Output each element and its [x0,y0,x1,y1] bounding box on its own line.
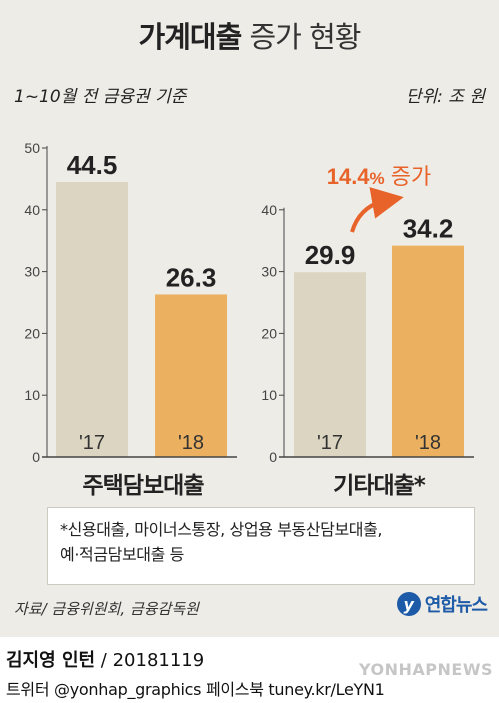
growth-text: 증가 [385,164,432,189]
page-title: 가계대출 증가 현황 [0,14,499,56]
bar-value-label: 29.9 [305,240,356,270]
chart-title: 주택담보대출 [83,473,205,499]
bar [392,245,464,457]
category-label: '17 [317,432,343,454]
social-links: 트위터 @yonhap_graphics 페이스북 tuney.kr/LeYN1 [6,680,385,699]
category-label: '18 [415,432,441,454]
y-tick-label: 40 [261,202,277,218]
bar [155,294,227,457]
y-tick-label: 10 [24,387,40,403]
bar [294,272,366,457]
yonhap-logo-icon: y [396,592,421,616]
y-tick-label: 30 [24,264,40,280]
yonhap-logo-text: 연합뉴스 [424,595,488,616]
y-tick-label: 10 [261,387,277,403]
growth-annotation: 14.4% 증가 [327,164,432,189]
y-tick-label: 20 [24,325,40,341]
y-tick-label: 0 [269,449,277,465]
watermark: YONHAPNEWS [359,660,493,679]
bar-value-label: 34.2 [403,214,454,244]
source-text: 자료/ 금융위원회, 금융감독원 [14,600,199,618]
footnote-box: *신용대출, 마이너스통장, 상업용 부동산담보대출, 예·적금담보대출 등 [47,507,475,585]
category-label: '17 [79,432,105,454]
y-tick-label: 40 [24,202,40,218]
yonhap-logo: y 연합뉴스 [396,591,488,617]
footnote-line-2: 예·적금담보대출 등 [60,545,184,564]
growth-unit: % [370,169,385,188]
bar-value-label: 44.5 [67,150,118,180]
credit-line: 김지영 인턴 / 20181119 [6,646,204,672]
y-tick-label: 0 [32,449,40,465]
unit-note: 단위: 조 원 [405,87,485,107]
y-tick-label: 20 [261,325,277,341]
basis-note: 1~10월 전 금융권 기준 [14,87,187,107]
bar-value-label: 26.3 [166,262,217,292]
category-label: '18 [178,432,204,454]
credit-name: 김지영 인턴 [6,650,96,671]
title-bold: 가계대출 [138,20,243,54]
credit-date: / 20181119 [95,650,205,671]
y-tick-label: 50 [24,140,40,156]
growth-value: 14.4 [327,164,371,189]
footnote-line-1: *신용대출, 마이너스통장, 상업용 부동산담보대출, [60,520,383,539]
title-light: 증가 현황 [249,20,362,54]
bar [56,181,128,458]
chart-title: 기타대출* [333,473,426,499]
bar-charts: 0 10 20 30 40 50 44.5 '17 26.3 '18 주택담보대출 0 10 20 30 40… [24,140,474,499]
growth-arrow [350,187,404,233]
y-tick-label: 30 [261,264,277,280]
